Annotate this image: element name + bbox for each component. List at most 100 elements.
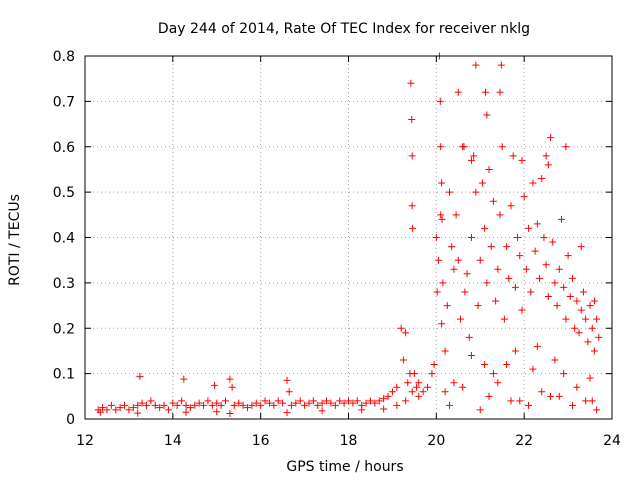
data-point — [538, 175, 546, 183]
data-point — [551, 356, 559, 364]
data-point — [323, 397, 331, 405]
data-point — [173, 401, 181, 409]
data-point — [573, 297, 581, 305]
y-tick-label: 0.2 — [53, 321, 75, 337]
data-point — [191, 401, 199, 409]
data-point — [547, 392, 555, 400]
data-point — [96, 408, 104, 416]
data-point — [393, 383, 401, 391]
data-point — [590, 347, 598, 355]
data-point — [438, 215, 446, 223]
data-point — [467, 351, 475, 359]
data-point — [397, 324, 405, 332]
data-point — [553, 302, 561, 310]
data-point — [452, 211, 460, 219]
data-point — [505, 274, 513, 282]
data-point — [536, 274, 544, 282]
data-point — [441, 388, 449, 396]
data-point — [433, 288, 441, 296]
data-point — [438, 320, 446, 328]
data-point — [460, 143, 468, 151]
data-point — [399, 356, 407, 364]
data-point — [483, 111, 491, 119]
data-point — [593, 315, 601, 323]
y-axis-label: ROTI / TECUs — [7, 194, 23, 286]
data-point — [318, 407, 326, 415]
data-point — [577, 306, 585, 314]
data-point — [408, 152, 416, 160]
data-point — [483, 279, 491, 287]
data-point — [562, 315, 570, 323]
data-point — [481, 361, 489, 369]
data-point — [476, 406, 484, 414]
data-point — [547, 134, 555, 142]
data-point — [186, 404, 194, 412]
data-point — [380, 395, 388, 403]
data-point — [408, 116, 416, 124]
data-point — [573, 383, 581, 391]
data-point — [520, 193, 528, 201]
data-point — [283, 376, 291, 384]
data-point — [112, 406, 120, 414]
data-point — [571, 324, 579, 332]
data-point — [336, 397, 344, 405]
data-point — [461, 288, 469, 296]
data-point — [448, 243, 456, 251]
data-point — [584, 338, 592, 346]
data-point — [590, 297, 598, 305]
data-point — [204, 397, 212, 405]
data-point — [410, 370, 418, 378]
data-point — [575, 329, 583, 337]
data-point — [582, 315, 590, 323]
data-point — [588, 324, 596, 332]
data-point — [270, 401, 278, 409]
data-point — [226, 375, 234, 383]
data-point — [415, 392, 423, 400]
data-point — [358, 406, 366, 414]
data-point — [525, 401, 533, 409]
data-point — [340, 399, 348, 407]
data-point — [208, 401, 216, 409]
data-point — [362, 399, 370, 407]
data-point — [121, 401, 129, 409]
data-point — [436, 97, 444, 105]
data-point — [217, 401, 225, 409]
data-point — [560, 283, 568, 291]
data-point — [147, 397, 155, 405]
data-point — [228, 383, 236, 391]
data-point — [476, 256, 484, 264]
data-point — [182, 401, 190, 409]
x-tick-label: 24 — [603, 433, 621, 449]
data-point — [438, 179, 446, 187]
data-point — [261, 397, 269, 405]
data-point — [522, 265, 530, 273]
data-point — [437, 143, 445, 151]
data-point — [107, 401, 115, 409]
data-point — [125, 406, 133, 414]
data-point — [283, 409, 291, 417]
data-point — [542, 152, 550, 160]
axis-ticks: 12 14 16 18 20 22 24 0 0.1 0.2 0.3 0.4 0.5 0.6 0.7 0.8 — [53, 49, 621, 449]
data-point — [428, 370, 436, 378]
data-point — [393, 401, 401, 409]
y-tick-label: 0.6 — [53, 140, 75, 156]
data-point — [156, 404, 164, 412]
data-point — [463, 270, 471, 278]
data-point — [562, 143, 570, 151]
data-point — [252, 399, 260, 407]
data-point — [99, 404, 107, 412]
data-point — [511, 283, 519, 291]
data-point — [211, 381, 219, 389]
data-point — [136, 372, 144, 380]
data-point — [518, 156, 526, 164]
data-point — [557, 215, 565, 223]
data-point — [446, 401, 454, 409]
data-point — [516, 252, 524, 260]
data-point — [430, 361, 438, 369]
data-point — [134, 409, 142, 417]
data-point — [314, 401, 322, 409]
data-point — [450, 265, 458, 273]
x-tick-label: 20 — [427, 433, 445, 449]
y-tick-label: 0.5 — [53, 185, 75, 201]
